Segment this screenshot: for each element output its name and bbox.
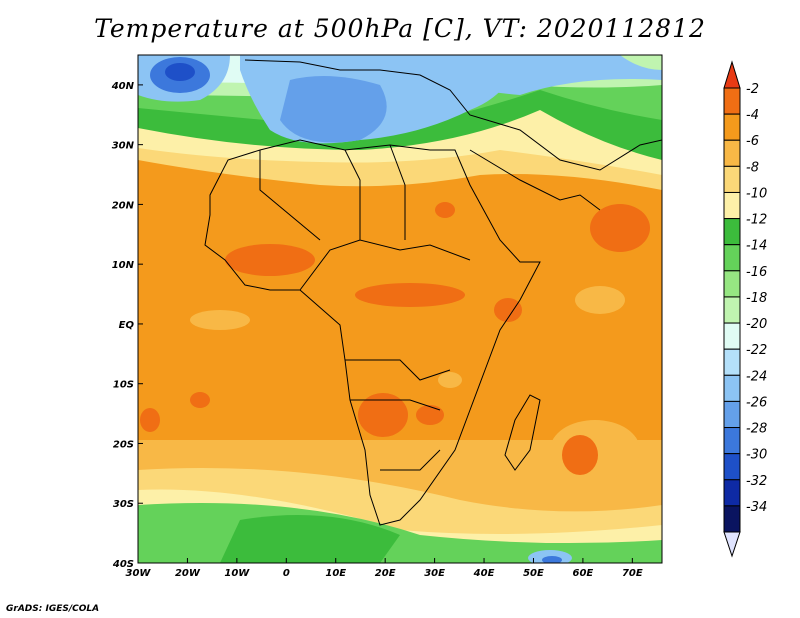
temperature-field <box>138 55 662 563</box>
lat-tick-label: 10S <box>113 380 134 391</box>
lon-tick-label: 20W <box>175 568 201 579</box>
colorbar-swatch <box>723 505 741 533</box>
colorbar-over-arrow <box>723 60 741 89</box>
colorbar-label: -30 <box>746 448 767 463</box>
lat-tick-label: 30N <box>112 141 135 152</box>
lat-tick-label: EQ <box>119 320 135 331</box>
colorbar-swatch <box>723 244 741 272</box>
colorbar-label: -10 <box>746 186 767 201</box>
colorbar-label: -22 <box>746 343 767 358</box>
colorbar-swatch <box>723 218 741 246</box>
colorbar-label: -28 <box>746 422 767 437</box>
lon-tick-label: 30E <box>424 568 445 579</box>
colorbar-label: -8 <box>746 160 759 175</box>
colorbar-label: -26 <box>746 395 767 410</box>
lon-tick-label: 60E <box>573 568 594 579</box>
colorbar-swatch <box>723 113 741 141</box>
colorbar-label: -18 <box>746 291 767 306</box>
colorbar-under-arrow <box>723 531 741 558</box>
colorbar-swatch <box>723 296 741 324</box>
colorbar-label: -2 <box>746 82 759 97</box>
chart-title: Temperature at 500hPa [C], VT: 202011281… <box>94 14 706 43</box>
colorbar-swatch <box>723 87 741 115</box>
colorbar-swatch <box>723 191 741 220</box>
colorbar-swatch <box>723 427 741 455</box>
colorbar-swatch <box>723 270 741 298</box>
map-frame <box>137 54 663 564</box>
colorbar: -2 -4 -6 -8 -10 -12 -14 -16 -18 -20 -22 -24 -26 -28 -3… <box>723 60 767 558</box>
colorbar-label: -34 <box>746 500 767 515</box>
lon-tick-label: 30W <box>126 568 152 579</box>
lon-tick-label: 50E <box>523 568 544 579</box>
colorbar-label: -32 <box>746 474 767 489</box>
lon-tick-label: 10E <box>325 568 346 579</box>
lon-tick-label: 70E <box>622 568 643 579</box>
lon-tick-label: 10W <box>224 568 250 579</box>
lat-tick-label: 40N <box>111 81 135 92</box>
colorbar-swatch <box>723 139 741 167</box>
coastlines <box>204 59 662 526</box>
colorbar-label: -20 <box>746 317 767 332</box>
colorbar-label: -12 <box>746 213 767 228</box>
colorbar-swatch <box>723 348 741 376</box>
lat-tick-labels: 40N 30N 20N 10N EQ 10S 20S 30S 40S <box>111 81 143 570</box>
colorbar-swatch <box>723 453 741 481</box>
colorbar-swatch <box>723 374 741 402</box>
lat-tick-label: 20S <box>113 439 134 450</box>
colorbar-swatch <box>723 165 741 193</box>
colorbar-swatch <box>723 400 741 429</box>
colorbar-swatch <box>723 322 741 350</box>
colorbar-swatch <box>723 479 741 507</box>
credit-text: GrADS: IGES/COLA <box>6 604 100 614</box>
lon-tick-label: 0 <box>283 568 290 579</box>
lat-tick-label: 40S <box>112 559 134 570</box>
lat-tick-label: 20N <box>112 200 135 211</box>
colorbar-label: -4 <box>746 108 759 123</box>
lon-tick-labels: 30W 20W 10W 0 10E 20E 30E 40E 50E 60E 70E <box>126 558 643 579</box>
colorbar-label: -24 <box>746 369 767 384</box>
colorbar-label: -6 <box>746 134 759 149</box>
lat-tick-label: 10N <box>112 260 135 271</box>
lon-tick-label: 20E <box>375 568 396 579</box>
lon-tick-label: 40E <box>473 568 495 579</box>
colorbar-label: -14 <box>746 239 767 254</box>
lat-tick-label: 30S <box>113 499 134 510</box>
colorbar-label: -16 <box>746 265 767 280</box>
